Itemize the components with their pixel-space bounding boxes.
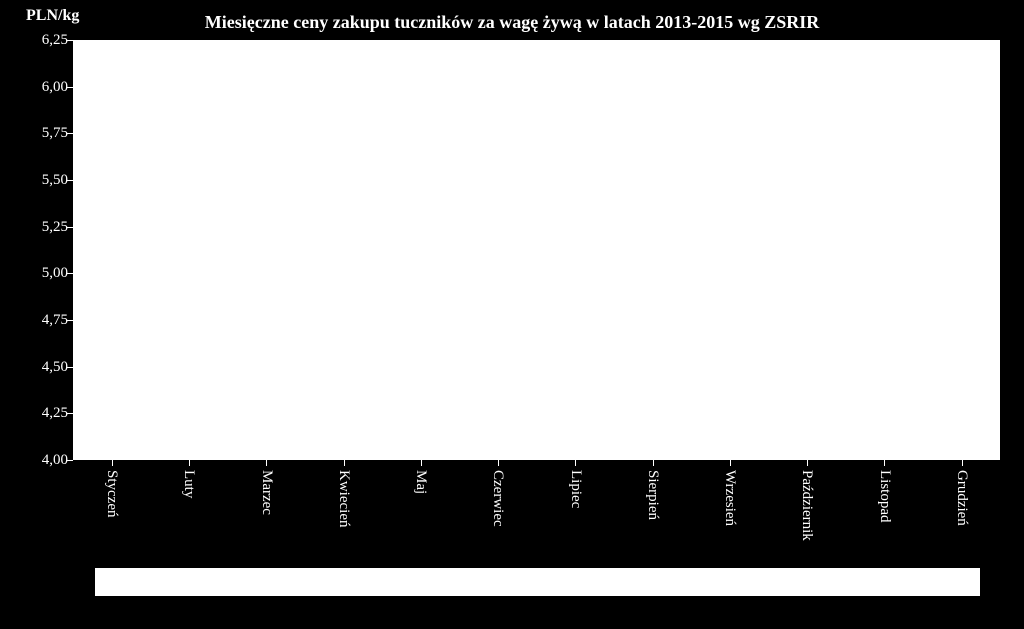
x-tick-mark (266, 460, 267, 466)
x-tick-label: Październik (798, 470, 815, 541)
x-tick-mark (344, 460, 345, 466)
x-tick-label: Styczeń (103, 470, 120, 517)
y-tick-label: 4,50 (30, 359, 68, 376)
y-tick-mark (67, 180, 73, 181)
x-tick-mark (730, 460, 731, 466)
x-tick-label: Kwiecień (335, 470, 352, 527)
x-tick-label: Sierpień (644, 470, 661, 520)
y-tick-label: 5,00 (30, 265, 68, 282)
y-tick-label: 5,25 (30, 219, 68, 236)
x-tick-mark (112, 460, 113, 466)
y-tick-label: 5,50 (30, 172, 68, 189)
x-tick-label: Maj (412, 470, 429, 494)
x-tick-label: Grudzień (953, 470, 970, 526)
x-tick-label: Luty (180, 470, 197, 498)
plot-area (73, 40, 1000, 460)
y-tick-mark (67, 87, 73, 88)
legend-box (95, 568, 980, 596)
x-tick-label: Marzec (258, 470, 275, 515)
x-tick-label: Listopad (876, 470, 893, 523)
y-tick-label: 5,75 (30, 125, 68, 142)
y-tick-mark (67, 273, 73, 274)
x-tick-mark (189, 460, 190, 466)
x-tick-mark (884, 460, 885, 466)
x-tick-label: Czerwiec (489, 470, 506, 527)
y-tick-mark (67, 460, 73, 461)
y-tick-mark (67, 367, 73, 368)
y-tick-mark (67, 40, 73, 41)
x-tick-label: Lipiec (567, 470, 584, 508)
x-tick-mark (653, 460, 654, 466)
x-tick-mark (807, 460, 808, 466)
x-tick-mark (575, 460, 576, 466)
x-tick-mark (498, 460, 499, 466)
y-tick-label: 4,25 (30, 405, 68, 422)
y-tick-label: 6,00 (30, 79, 68, 96)
y-tick-mark (67, 227, 73, 228)
y-tick-mark (67, 413, 73, 414)
x-tick-label: Wrzesień (721, 470, 738, 526)
y-tick-mark (67, 320, 73, 321)
chart-title: Miesięczne ceny zakupu tuczników za wagę… (0, 12, 1024, 33)
y-tick-label: 4,00 (30, 452, 68, 469)
x-tick-mark (962, 460, 963, 466)
y-tick-mark (67, 133, 73, 134)
y-tick-label: 4,75 (30, 312, 68, 329)
y-tick-label: 6,25 (30, 32, 68, 49)
x-tick-mark (421, 460, 422, 466)
